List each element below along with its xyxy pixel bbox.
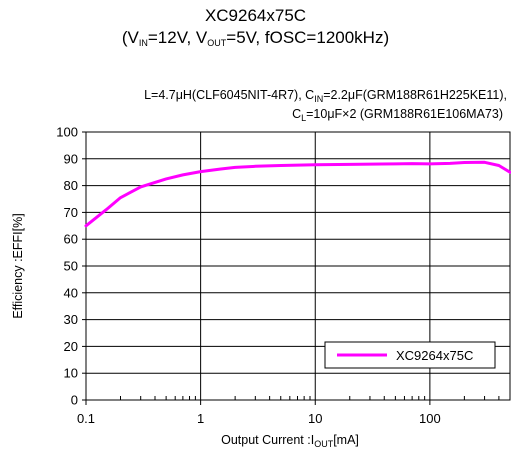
y-tick-label: 40: [64, 285, 78, 300]
y-tick-label: 50: [64, 259, 78, 274]
x-tick-label: 10: [308, 411, 322, 426]
y-tick-label: 10: [64, 366, 78, 381]
y-tick-label: 70: [64, 205, 78, 220]
series-layer: [84, 160, 511, 228]
x-tick-label: 100: [419, 411, 441, 426]
y-tick-label: 60: [64, 232, 78, 247]
grid: [86, 132, 510, 400]
y-tick-label: 30: [64, 312, 78, 327]
chart-subtitle: (VIN=12V, VOUT=5V, fOSC=1200kHz): [121, 28, 390, 48]
x-tick-label: 1: [197, 411, 204, 426]
axis-ticks: 0 10 20 30 40 50 60 70 80 90 100 0.1 1 10 100: [56, 125, 511, 426]
y-tick-label: 90: [64, 151, 78, 166]
x-axis-label: Output Current :IOUT[mA]: [221, 433, 359, 449]
conditions-line-1: L=4.7μH(CLF6045NIT-4R7), CIN=2.2μF(GRM18…: [144, 88, 507, 104]
y-tick-label: 0: [71, 393, 78, 408]
chart-title: XC9264x75C: [204, 6, 307, 25]
y-axis-label: Efficiency :EFFI[%]: [11, 213, 25, 318]
series-line: [84, 160, 511, 228]
conditions-line-2: CL=10μF×2 (GRM188R61E106MA73): [292, 107, 503, 123]
legend: XC9264x75C: [324, 341, 496, 369]
y-tick-label: 80: [64, 178, 78, 193]
y-tick-label: 100: [56, 125, 78, 140]
y-tick-label: 20: [64, 339, 78, 354]
x-tick-label: 0.1: [77, 411, 95, 426]
legend-label: XC9264x75C: [396, 348, 473, 363]
